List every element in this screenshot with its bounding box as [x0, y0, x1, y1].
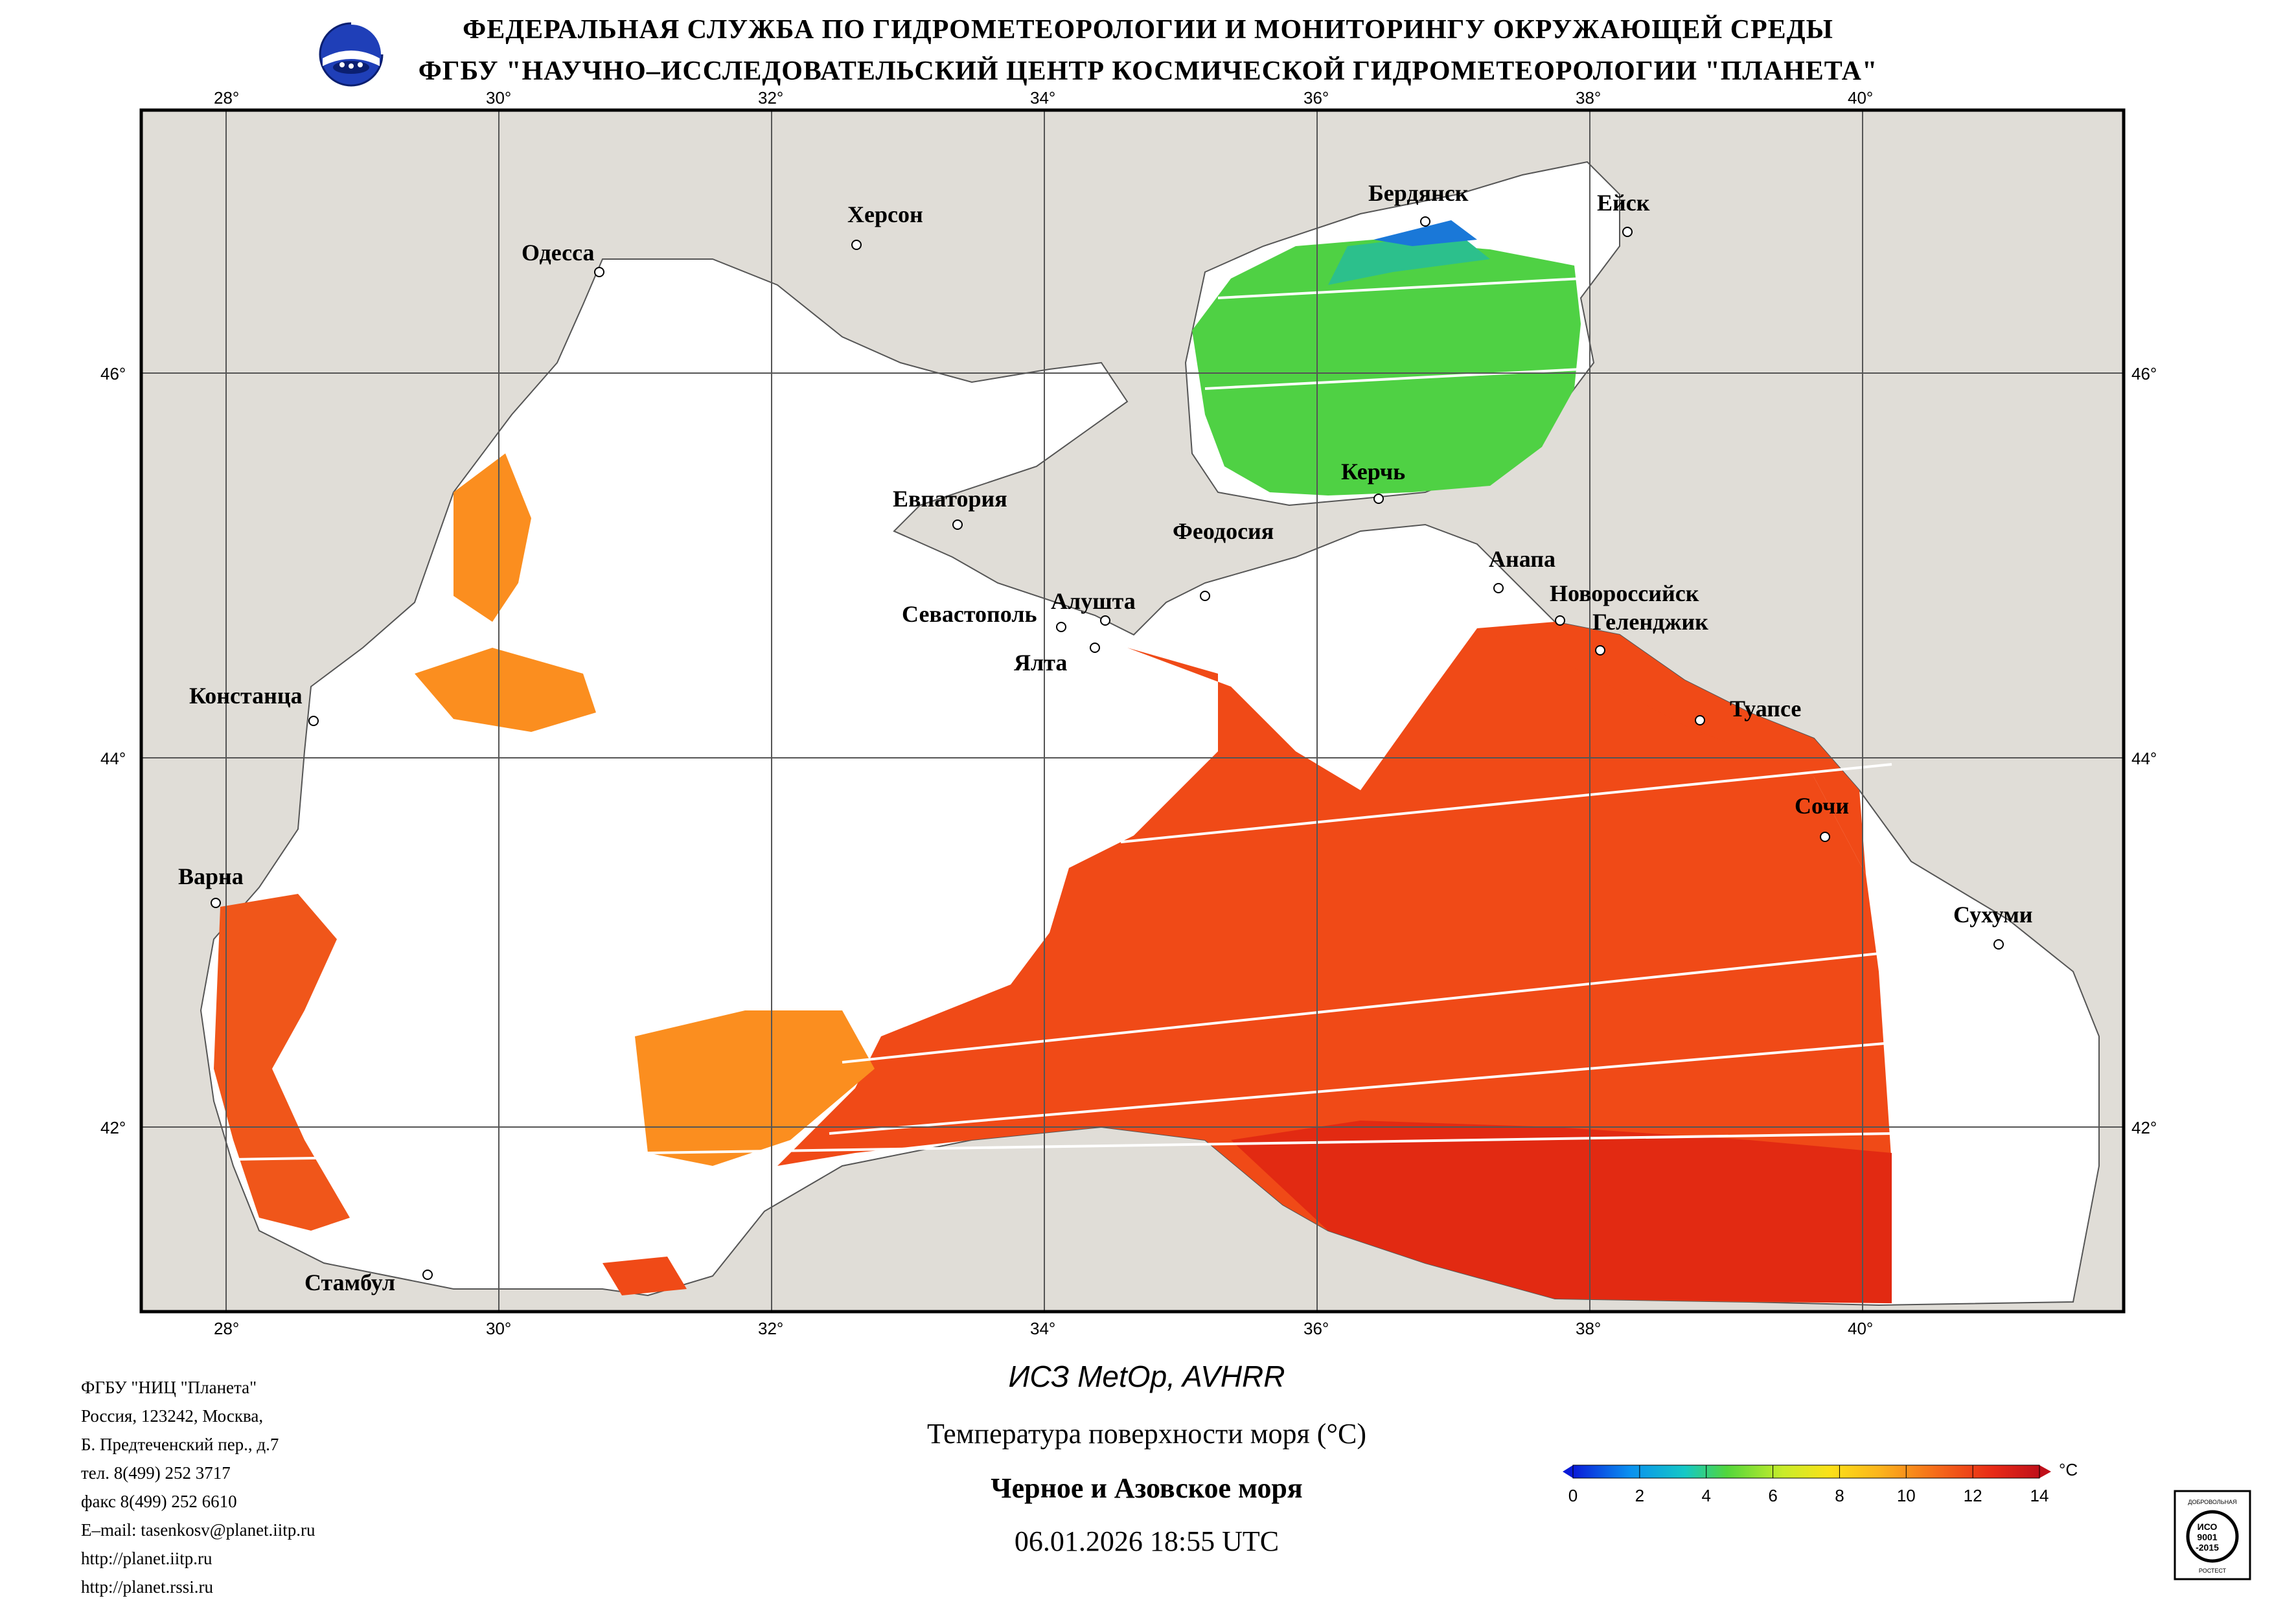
azov-sst: [1192, 240, 1581, 496]
lat-label-left: 42°: [100, 1118, 126, 1137]
colorbar-tick-label: 0: [1568, 1486, 1578, 1505]
city-labels: Одесса Херсон Бердянск Ейск Евпатория Ке…: [178, 180, 2033, 1295]
city-label-yeysk: Ейск: [1597, 190, 1650, 216]
region-title: Черное и Азовское моря: [991, 1472, 1303, 1504]
east-coast-sst: [1477, 622, 1866, 874]
org-website-link[interactable]: http://planet.rssi.ru: [81, 1577, 213, 1597]
lon-label-top: 28°: [214, 88, 239, 108]
colorbar-tick-label: 6: [1768, 1486, 1777, 1505]
lon-label-bottom: 36°: [1303, 1319, 1329, 1338]
lon-label-top: 30°: [486, 88, 511, 108]
south-sst-strip: [603, 1257, 687, 1295]
colorbar-arrow-left: [1563, 1465, 1573, 1478]
header-line-1: ФЕДЕРАЛЬНАЯ СЛУЖБА ПО ГИДРОМЕТЕОРОЛОГИИ …: [463, 15, 1833, 45]
colorbar-tick-label: 10: [1897, 1486, 1916, 1505]
city-label-yalta: Ялта: [1014, 650, 1067, 676]
city-label-tuapse: Туапсе: [1730, 696, 1801, 722]
svg-text:ИСО: ИСО: [2198, 1522, 2218, 1532]
city-label-sevastopol: Севастополь: [902, 601, 1037, 627]
org-line: тел. 8(499) 252 3717: [81, 1463, 231, 1483]
colorbar-tick-label: 2: [1635, 1486, 1644, 1505]
azov-sst-cool: [1328, 233, 1490, 285]
city-label-anapa: Анапа: [1489, 546, 1556, 572]
city-label-odessa: Одесса: [522, 240, 595, 266]
scan-gaps: [233, 277, 1892, 1161]
lat-label-right: 46°: [2131, 364, 2157, 383]
colorbar-tick-label: 12: [1964, 1486, 1982, 1505]
city-label-sochi: Сочи: [1795, 793, 1849, 819]
lat-label-right: 44°: [2131, 749, 2157, 768]
city-label-kherson: Херсон: [847, 201, 923, 227]
colorbar-tick-label: 14: [2030, 1486, 2049, 1505]
org-email-link[interactable]: E–mail: tasenkosv@planet.iitp.ru: [81, 1520, 316, 1540]
lon-label-bottom: 40°: [1848, 1319, 1873, 1338]
colorbar-unit: °C: [2059, 1460, 2078, 1479]
observation-datetime: 06.01.2026 18:55 UTC: [1014, 1525, 1280, 1557]
lon-label-bottom: 30°: [486, 1319, 511, 1338]
iso-certification-badge: ДОБРОВОЛЬНАЯ ИСО 9001 -2015 РОСТЕСТ: [2174, 1490, 2251, 1580]
temperature-colorbar: 0 2 4 6 8 10 12 14 °C: [1563, 1460, 2078, 1505]
lon-label-top: 34°: [1030, 88, 1055, 108]
colorbar-gradient: [1572, 1465, 2040, 1479]
org-website-link[interactable]: http://planet.iitp.ru: [81, 1549, 212, 1568]
lon-labels-bottom: 28° 30° 32° 34° 36° 38° 40°: [214, 1319, 1873, 1338]
city-label-gelendzhik: Геленджик: [1592, 609, 1708, 635]
lon-label-bottom: 38°: [1576, 1319, 1601, 1338]
lon-label-bottom: 34°: [1030, 1319, 1055, 1338]
southeast-sst-hot: [1231, 1121, 1892, 1303]
org-line: ФГБУ "НИЦ "Планета": [81, 1378, 257, 1397]
city-label-constanta: Констанца: [189, 683, 303, 709]
west-sst-patch-2: [415, 648, 596, 732]
lon-label-bottom: 32°: [758, 1319, 783, 1338]
lat-labels-right: 46° 44° 42°: [2131, 364, 2157, 1137]
city-markers: [211, 216, 2004, 1280]
colorbar-tick-label: 4: [1701, 1486, 1710, 1505]
graticule: [141, 110, 2124, 1312]
colorbar-ticks: 0 2 4 6 8 10 12 14: [1568, 1465, 2049, 1505]
planeta-logo: [319, 22, 384, 87]
city-label-istanbul: Стамбул: [304, 1270, 395, 1295]
city-label-novorossiysk: Новороссийск: [1550, 580, 1699, 606]
lon-label-bottom: 28°: [214, 1319, 239, 1338]
lat-label-left: 46°: [100, 364, 126, 383]
lat-label-right: 42°: [2131, 1118, 2157, 1137]
svg-text:9001: 9001: [2197, 1532, 2217, 1542]
svg-text:-2015: -2015: [2196, 1542, 2219, 1553]
org-line: Россия, 123242, Москва,: [81, 1406, 264, 1426]
lat-labels-left: 46° 44° 42°: [100, 364, 126, 1137]
header-line-2: ФГБУ "НАУЧНО–ИССЛЕДОВАТЕЛЬСКИЙ ЦЕНТР КОС…: [418, 56, 1878, 86]
city-label-yevpatoria: Евпатория: [893, 486, 1007, 512]
product-title: Температура поверхности моря (°С): [926, 1418, 1367, 1450]
city-label-kerch: Керчь: [1341, 459, 1405, 484]
lon-label-top: 36°: [1303, 88, 1329, 108]
map-frame: [139, 108, 2126, 1314]
svg-text:ДОБРОВОЛЬНАЯ: ДОБРОВОЛЬНАЯ: [2188, 1499, 2236, 1505]
west-sst-patch-1: [453, 453, 531, 622]
city-label-feodosia: Феодосия: [1173, 518, 1274, 544]
azov-sst-cold: [1373, 220, 1477, 246]
colorbar-tick-label: 8: [1835, 1486, 1844, 1505]
city-label-varna: Варна: [178, 863, 244, 889]
svg-text:РОСТЕСТ: РОСТЕСТ: [2199, 1567, 2227, 1574]
org-line: Б. Предтеченский пер., д.7: [81, 1435, 279, 1454]
west-sst-patch-3: [214, 894, 350, 1231]
city-label-alushta: Алушта: [1051, 588, 1136, 614]
org-line: факс 8(499) 252 6610: [81, 1492, 237, 1511]
lon-label-top: 32°: [758, 88, 783, 108]
satellite-name: ИСЗ MetOp, AVHRR: [1008, 1360, 1285, 1393]
colorbar-arrow-right: [2039, 1465, 2051, 1478]
city-label-sukhumi: Сухуми: [1953, 902, 2033, 928]
lat-label-left: 44°: [100, 749, 126, 768]
lon-label-top: 40°: [1848, 88, 1873, 108]
city-label-berdyansk: Бердянск: [1368, 180, 1469, 206]
lon-labels-top: 28° 30° 32° 34° 36° 38° 40°: [214, 88, 1873, 108]
organization-info: ФГБУ "НИЦ "Планета" Россия, 123242, Моск…: [81, 1373, 316, 1601]
lon-label-top: 38°: [1576, 88, 1601, 108]
